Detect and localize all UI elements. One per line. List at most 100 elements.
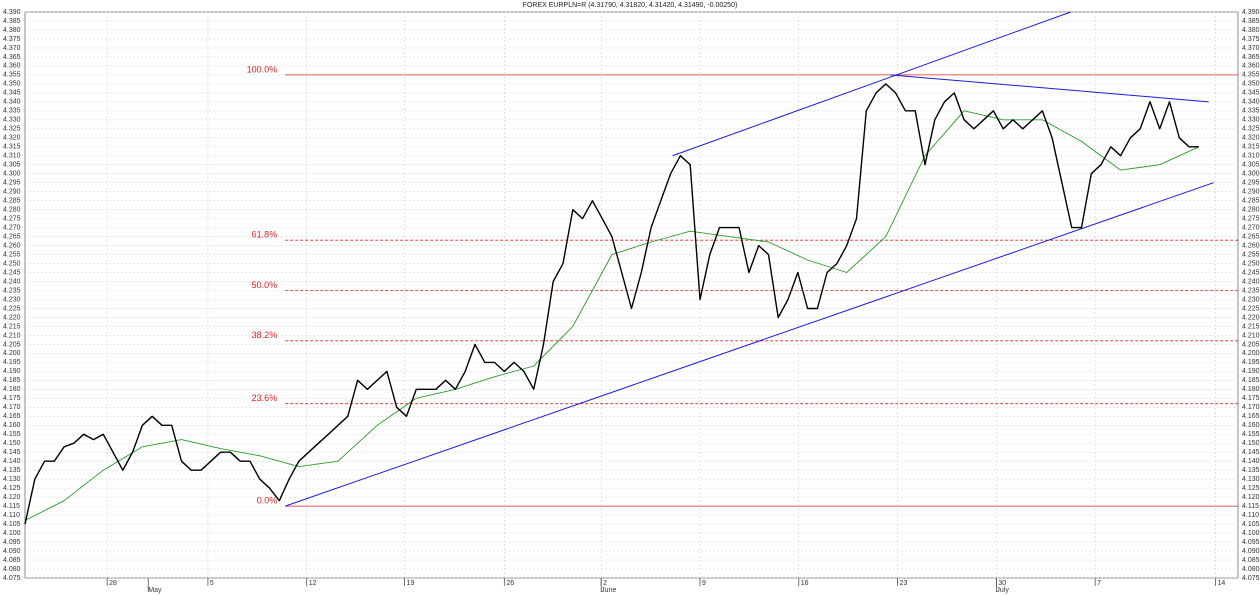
x-tick-label: 28: [109, 580, 117, 587]
y-tick-label: 4.110: [3, 512, 20, 519]
y-tick-label-right: 4.080: [1242, 566, 1260, 573]
y-tick-label-right: 4.120: [1242, 494, 1260, 501]
y-tick-label: 4.280: [3, 206, 21, 213]
y-tick-label: 4.380: [3, 27, 21, 34]
y-tick-label: 4.100: [3, 530, 21, 537]
y-tick-label: 4.310: [3, 153, 21, 160]
x-tick-label: 23: [900, 580, 908, 587]
y-tick-label-right: 4.155: [1242, 431, 1260, 438]
y-tick-label: 4.315: [3, 144, 21, 151]
y-tick-label-right: 4.190: [1242, 368, 1260, 375]
y-tick-label-right: 4.265: [1242, 233, 1260, 240]
y-tick-label-right: 4.250: [1242, 260, 1260, 267]
y-tick-label: 4.080: [3, 566, 21, 573]
x-tick-label: 7: [1097, 580, 1101, 587]
y-tick-label-right: 4.150: [1242, 440, 1260, 447]
y-tick-label: 4.180: [3, 386, 21, 393]
y-tick-label-right: 4.175: [1242, 395, 1260, 402]
y-tick-label: 4.220: [3, 314, 21, 321]
y-tick-label-right: 4.160: [1242, 422, 1260, 429]
y-tick-label-right: 4.210: [1242, 332, 1260, 339]
y-tick-label-right: 4.260: [1242, 242, 1260, 249]
y-tick-label: 4.120: [3, 494, 21, 501]
fib-label: 100.0%: [247, 64, 278, 74]
x-tick-label: 30: [998, 580, 1006, 587]
chart-title: FOREX EURPLN=R (4.31790, 4.31820, 4.3142…: [523, 2, 738, 9]
y-tick-label: 4.335: [3, 108, 21, 115]
y-tick-label-right: 4.215: [1242, 323, 1260, 330]
y-tick-label: 4.210: [3, 332, 21, 339]
y-tick-label: 4.245: [3, 269, 21, 276]
plot-frame: [24, 11, 1239, 579]
y-tick-label: 4.375: [3, 36, 21, 43]
x-tick-label: 5: [210, 580, 214, 587]
y-tick-label: 4.130: [3, 476, 21, 483]
y-tick-label-right: 4.105: [1242, 521, 1260, 528]
x-tick-label: 9: [702, 580, 706, 587]
y-tick-label: 4.165: [3, 413, 21, 420]
y-tick-label-right: 4.205: [1242, 341, 1260, 348]
y-tick-label-right: 4.300: [1242, 171, 1260, 178]
y-tick-label-right: 4.235: [1242, 287, 1260, 294]
y-tick-label-right: 4.365: [1242, 54, 1260, 61]
y-tick-label: 4.370: [3, 45, 21, 52]
y-tick-label-right: 4.255: [1242, 251, 1260, 258]
y-tick-label-right: 4.385: [1242, 18, 1260, 25]
y-tick-label: 4.330: [3, 117, 21, 124]
y-tick-label: 4.215: [3, 323, 21, 330]
y-tick-label-right: 4.125: [1242, 485, 1260, 492]
y-tick-label-right: 4.165: [1242, 413, 1260, 420]
y-tick-label-right: 4.310: [1242, 153, 1260, 160]
y-tick-label: 4.160: [3, 422, 21, 429]
month-label: May: [148, 587, 162, 594]
trendline: [672, 11, 1071, 157]
y-tick-label: 4.095: [3, 539, 21, 546]
y-tick-label-right: 4.345: [1242, 90, 1260, 97]
y-tick-label-right: 4.200: [1242, 350, 1260, 357]
y-tick-label-right: 4.130: [1242, 476, 1260, 483]
fib-label: 38.2%: [252, 330, 278, 340]
y-tick-label: 4.260: [3, 242, 21, 249]
y-tick-label: 4.285: [3, 198, 21, 205]
y-tick-label-right: 4.270: [1242, 224, 1260, 231]
x-tick-label: 16: [801, 580, 809, 587]
y-tick-label: 4.295: [3, 180, 21, 187]
y-tick-label: 4.145: [3, 449, 21, 456]
y-tick-label-right: 4.225: [1242, 305, 1260, 312]
y-tick-label-right: 4.110: [1242, 512, 1259, 519]
y-tick-label-right: 4.170: [1242, 404, 1260, 411]
y-tick-label-right: 4.350: [1242, 81, 1260, 88]
fib-label: 50.0%: [252, 280, 278, 290]
trendline: [889, 74, 1209, 103]
y-tick-label-right: 4.340: [1242, 99, 1260, 106]
y-tick-label: 4.090: [3, 548, 21, 555]
moving-average-line: [24, 110, 1200, 521]
y-tick-label: 4.320: [3, 135, 21, 142]
fib-label: 23.6%: [252, 393, 278, 403]
y-tick-label-right: 4.295: [1242, 180, 1260, 187]
x-tick-label: 12: [309, 580, 317, 587]
y-tick-label: 4.085: [3, 557, 21, 564]
y-tick-label: 4.290: [3, 189, 21, 196]
y-tick-label-right: 4.305: [1242, 162, 1260, 169]
y-tick-label-right: 4.180: [1242, 386, 1260, 393]
y-tick-label-right: 4.090: [1242, 548, 1260, 555]
y-tick-label: 4.305: [3, 162, 21, 169]
y-tick-label-right: 4.355: [1242, 72, 1260, 79]
y-tick-label: 4.125: [3, 485, 21, 492]
x-tick-label: 19: [407, 580, 415, 587]
y-tick-label: 4.275: [3, 215, 21, 222]
y-tick-label-right: 4.075: [1242, 575, 1260, 582]
y-tick-label-right: 4.375: [1242, 36, 1260, 43]
y-tick-label: 4.355: [3, 72, 21, 79]
y-tick-label-right: 4.285: [1242, 198, 1260, 205]
y-tick-label-right: 4.360: [1242, 63, 1260, 70]
y-tick-label: 4.205: [3, 341, 21, 348]
y-tick-label: 4.185: [3, 377, 21, 384]
y-tick-label-right: 4.095: [1242, 539, 1260, 546]
y-tick-label: 4.230: [3, 296, 21, 303]
y-tick-label-right: 4.325: [1242, 126, 1260, 133]
y-tick-label: 4.385: [3, 18, 21, 25]
